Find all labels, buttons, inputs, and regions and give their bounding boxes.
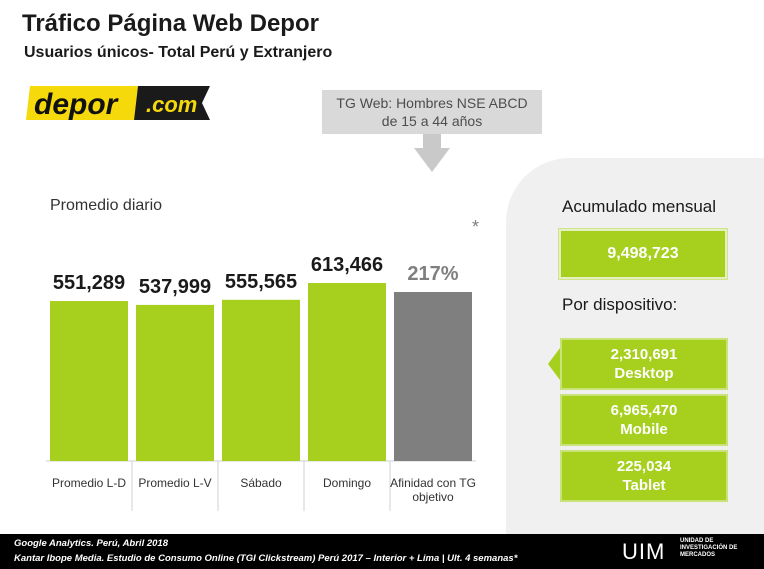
bar-chart: 551,289 Promedio L-D 537,999 Promedio L-V 55… [46,254,476,511]
target-line-2: de 15 a 44 años [381,113,483,129]
device-tablet-box: 225,034 Tablet [560,450,728,502]
tick-label: objetivo [412,490,454,504]
device-label: Mobile [620,421,668,438]
bar [222,299,300,461]
device-desktop-box: 2,310,691 Desktop [560,338,728,390]
chart-label: Promedio diario [50,197,163,214]
target-line-1: TG Web: Hombres NSE ABCD [336,95,528,111]
tick-label: Afinidad con TG [390,476,476,490]
logo-brand-text: depor [34,88,120,121]
device-pointer [548,348,560,380]
device-mobile-box: 6,965,470 Mobile [560,394,728,446]
device-value: 225,034 [616,458,672,475]
device-label: Tablet [622,477,666,494]
target-group-box: TG Web: Hombres NSE ABCD de 15 a 44 años [322,90,542,134]
uim-logo-text: UIM [622,539,666,564]
data-label: 551,289 [53,272,125,294]
bar [50,301,128,461]
data-label: 217% [407,263,458,285]
tick-label: Promedio L-D [52,476,126,490]
device-value: 2,310,691 [610,346,678,363]
uim-logo-subtitle: UNIDAD DE INVESTIGACIÓN DE MERCADOS [680,538,738,558]
footer: Google Analytics. Perú, Abril 2018 Kanta… [0,534,764,569]
bar [308,283,386,461]
device-title: Por dispositivo: [562,295,678,314]
depor-logo: depor .com [26,86,210,121]
page-subtitle: Usuarios únicos- Total Perú y Extranjero [24,44,333,61]
bar [394,292,472,461]
bar [136,304,214,461]
logo-suffix-text: .com [146,92,197,117]
source-line-1: Google Analytics. Perú, Abril 2018 [14,538,168,549]
device-label: Desktop [614,365,674,382]
data-label: 613,466 [311,254,383,276]
data-label: 555,565 [225,271,297,293]
tick-label: Sábado [240,476,282,490]
tick-label: Domingo [323,476,371,490]
affinity-asterisk: * [472,217,480,237]
source-line-2: Kantar Ibope Media. Estudio de Consumo O… [14,553,518,564]
accumulated-value-box: 9,498,723 [558,228,728,280]
tick-label: Promedio L-V [138,476,211,490]
device-value: 6,965,470 [610,402,678,419]
data-label: 537,999 [139,276,211,298]
accumulated-title: Acumulado mensual [562,197,717,216]
page-title: Tráfico Página Web Depor [22,10,319,37]
down-arrow-icon [414,134,450,172]
